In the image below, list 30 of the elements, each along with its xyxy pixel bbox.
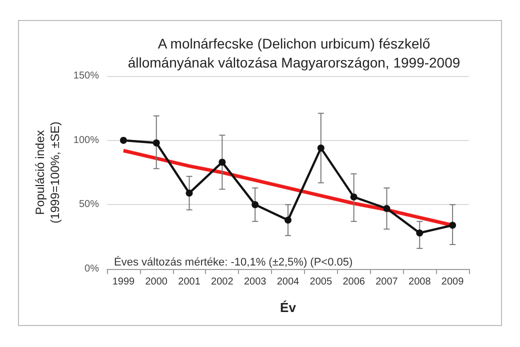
x-tick-label: 2001: [178, 276, 201, 288]
point: [252, 201, 259, 208]
point: [416, 229, 424, 236]
y-axis-title: Populáció index (1999=100%, ±SE): [33, 122, 62, 224]
y-tick-label: 50%: [78, 199, 100, 210]
point: [350, 193, 358, 200]
x-axis-title: Év: [280, 300, 297, 315]
x-tick-label: 2002: [211, 276, 234, 288]
x-tick-label: 2006: [342, 276, 366, 288]
x-tick-label: 2000: [145, 276, 168, 288]
chart-title: A molnárfecske (Delichon urbicum) fészkelő állományának változása Magyarországon, 1999-2009: [128, 36, 460, 70]
x-tick-label: 2007: [376, 276, 398, 288]
point: [152, 139, 160, 146]
x-tick-label: 2005: [310, 276, 332, 288]
x-tick-label: 2008: [408, 276, 432, 288]
point: [449, 222, 456, 229]
annotation: Éves változás mértéke: -10,1% (±2,5%) (P<0.05): [114, 256, 353, 268]
point: [218, 158, 226, 166]
y-tick-label: 100%: [73, 134, 100, 146]
point: [317, 144, 324, 152]
point: [186, 190, 193, 197]
point: [120, 136, 127, 144]
y-tick-label: 0%: [84, 264, 100, 274]
y-tick-label: 150%: [73, 70, 100, 82]
x-tick-label: 2003: [244, 276, 267, 288]
x-tick-label: 2009: [441, 276, 464, 288]
point: [284, 216, 292, 224]
point: [383, 205, 390, 212]
x-tick-label: 1999: [112, 276, 136, 288]
x-tick-label: 2004: [276, 276, 300, 288]
